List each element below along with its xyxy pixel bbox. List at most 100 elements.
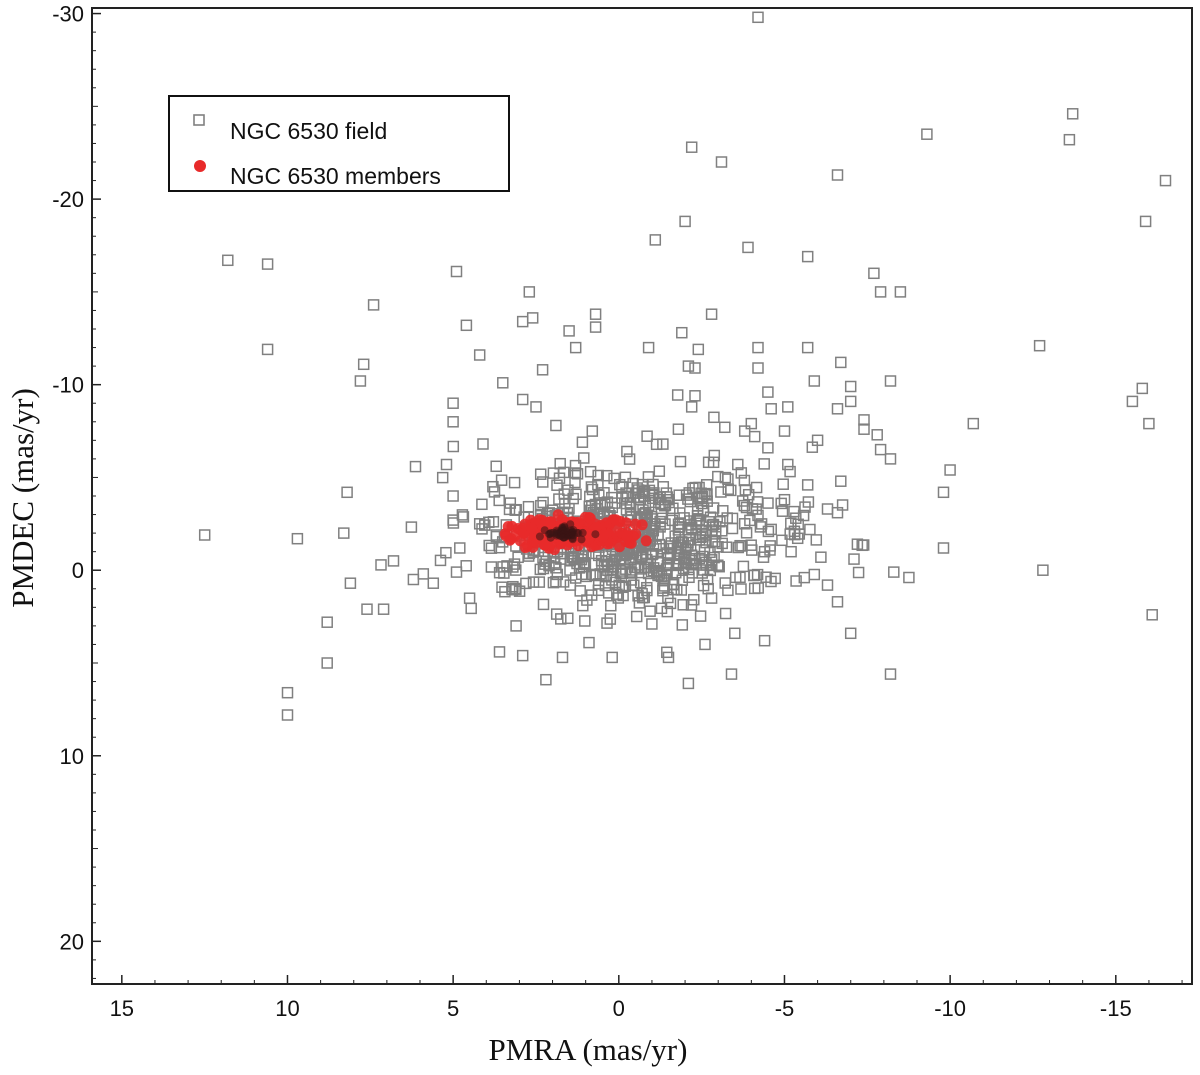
- member-point: [526, 522, 538, 534]
- field-point: [844, 380, 857, 393]
- field-point: [687, 482, 699, 495]
- member-point: [561, 526, 570, 535]
- field-point: [722, 473, 734, 485]
- field-point: [752, 362, 764, 374]
- field-point: [632, 484, 645, 496]
- field-point: [534, 563, 547, 576]
- field-point: [551, 568, 564, 581]
- field-point: [716, 537, 728, 550]
- field-point: [463, 592, 476, 604]
- field-point: [719, 577, 731, 589]
- field-point: [944, 464, 956, 476]
- field-point: [858, 414, 870, 426]
- field-point: [691, 503, 704, 515]
- field-point: [639, 506, 652, 519]
- member-point: [590, 521, 602, 533]
- field-point: [844, 395, 857, 408]
- field-point: [937, 542, 950, 554]
- field-point: [732, 541, 745, 554]
- field-point: [874, 443, 887, 456]
- field-point: [726, 522, 739, 535]
- field-point: [653, 465, 666, 477]
- field-point: [802, 496, 815, 508]
- field-point: [387, 555, 400, 567]
- field-point: [485, 561, 498, 573]
- field-point: [540, 673, 552, 686]
- member-point: [519, 542, 531, 554]
- field-point: [808, 375, 821, 387]
- field-point: [1037, 564, 1049, 576]
- field-point: [606, 491, 618, 504]
- field-point: [440, 458, 453, 471]
- field-point: [613, 579, 625, 592]
- field-point: [765, 403, 777, 415]
- field-point: [581, 594, 593, 606]
- legend-members-label: NGC 6530 members: [230, 163, 441, 189]
- field-point: [751, 568, 764, 581]
- field-point: [473, 518, 486, 530]
- field-point: [483, 539, 495, 552]
- member-point: [573, 516, 584, 528]
- field-point: [732, 458, 744, 471]
- field-point: [680, 489, 693, 501]
- field-point: [628, 579, 640, 591]
- field-point: [1066, 108, 1079, 120]
- field-point: [1159, 174, 1172, 187]
- field-point: [754, 521, 767, 533]
- field-point: [510, 583, 522, 596]
- field-point: [858, 423, 870, 435]
- field-point: [967, 417, 980, 430]
- field-point: [811, 434, 824, 447]
- field-point: [450, 566, 463, 578]
- field-point: [697, 550, 709, 563]
- field-point: [752, 509, 764, 522]
- member-point: [630, 528, 642, 540]
- field-point: [758, 458, 770, 470]
- field-point: [647, 562, 660, 574]
- field-point: [801, 250, 814, 263]
- field-point: [508, 476, 521, 489]
- legend: NGC 6530 field NGC 6530 members: [168, 95, 510, 192]
- field-point: [527, 576, 540, 588]
- field-point: [550, 419, 562, 432]
- y-tick-label: -30: [52, 2, 84, 27]
- field-point: [650, 438, 663, 451]
- field-point: [851, 538, 864, 550]
- field-point: [417, 568, 430, 580]
- field-point: [589, 321, 602, 333]
- field-point: [375, 559, 387, 571]
- field-point: [576, 436, 589, 448]
- field-point: [762, 386, 774, 398]
- field-point: [641, 430, 653, 442]
- field-point: [797, 509, 810, 522]
- field-point: [713, 560, 725, 573]
- field-point: [321, 616, 333, 628]
- field-point: [620, 487, 632, 499]
- field-point: [659, 573, 671, 585]
- field-point: [752, 341, 764, 354]
- field-point: [689, 362, 701, 374]
- field-point: [748, 430, 761, 443]
- legend-field-label: NGC 6530 field: [230, 118, 387, 144]
- field-point: [447, 397, 459, 409]
- y-tick-label: 10: [60, 744, 84, 769]
- field-point: [665, 542, 678, 555]
- field-point: [562, 612, 574, 625]
- field-point: [638, 485, 651, 498]
- field-point: [281, 709, 294, 721]
- field-point: [719, 471, 732, 484]
- field-point: [671, 389, 684, 401]
- field-point: [758, 545, 771, 558]
- field-point: [769, 572, 781, 585]
- field-point: [623, 453, 636, 465]
- field-point: [536, 364, 549, 376]
- field-point: [642, 341, 655, 354]
- field-point: [516, 649, 529, 662]
- field-point: [526, 312, 539, 324]
- field-point: [645, 565, 658, 578]
- field-point: [510, 564, 522, 576]
- field-point: [587, 568, 599, 581]
- field-point: [888, 566, 900, 578]
- field-point: [405, 521, 418, 533]
- field-point: [701, 489, 713, 501]
